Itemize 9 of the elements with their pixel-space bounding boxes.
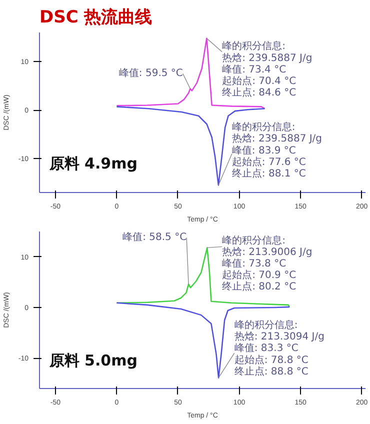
annotation: 峰值: 59.5 °C	[118, 67, 183, 80]
chart-title: DSC 热流曲线	[40, 8, 152, 28]
annotation: 峰的积分信息: 热焓: 239.5887 J/g 峰值: 73.4 °C 起始点: 70.4 °C 终止点: 84.6 °C	[222, 40, 312, 98]
annotation: 峰的积分信息: 热焓: 213.9006 J/g 峰值: 73.8 °C 起始点: 70.9 °C 终止点: 80.2 °C	[222, 234, 312, 293]
annotation: 峰值: 58.5 °C	[122, 231, 187, 244]
annotation: 峰的积分信息: 热焓: 239.5887 J/g 峰值: 83.9 °C 起始点: 77.6 °C 终止点: 88.1 °C	[232, 121, 322, 180]
annotation: 原料 5.0mg	[48, 352, 138, 370]
annotation: 原料 4.9mg	[48, 154, 138, 172]
annotation: 峰的积分信息: 热焓: 213.3094 J/g 峰值: 83.3 °C 起始点: 78.8 °C 终止点: 88.8 °C	[234, 319, 324, 378]
